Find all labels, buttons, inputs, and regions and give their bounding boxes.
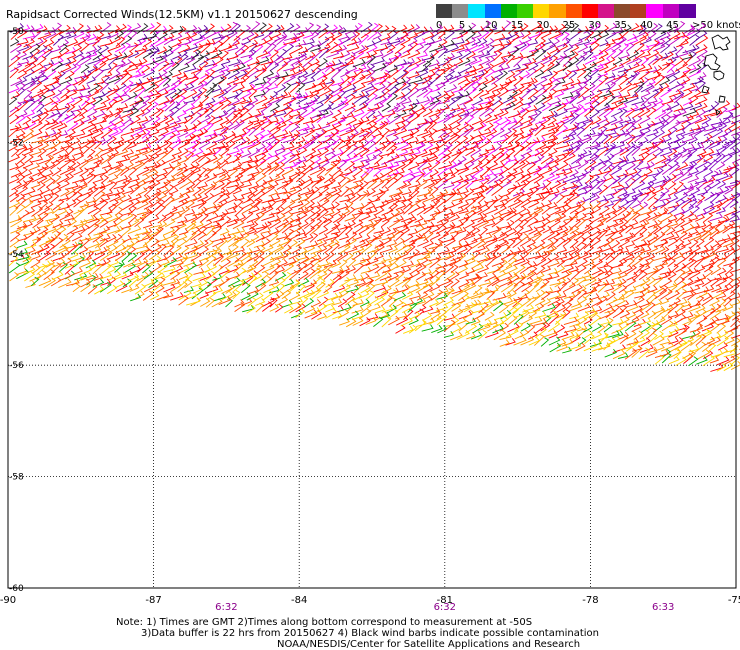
- legend-label: 30: [588, 20, 602, 31]
- wind-barb-group: [8, 199, 740, 370]
- legend-swatch: [484, 4, 502, 18]
- map-border: [7, 30, 737, 589]
- map-title: Rapidsact Corrected Winds(12.5KM) v1.1 2…: [6, 8, 358, 21]
- legend-swatch: [516, 4, 534, 18]
- lon-label: -75: [728, 595, 740, 606]
- lon-label: -81: [437, 595, 453, 606]
- lat-label: -54: [9, 250, 24, 260]
- legend-swatch: [662, 4, 680, 18]
- legend-swatch: [533, 4, 550, 18]
- lon-label: -87: [145, 595, 161, 606]
- coastline-segment: [711, 34, 731, 51]
- wind-barb-group: [10, 197, 740, 334]
- legend-swatch: [436, 4, 453, 18]
- legend-swatch: [565, 4, 583, 18]
- legend-swatch: [646, 4, 664, 18]
- axis-labels: -50 -52 -54 -56 -58 -60-90 -87 -84 -81 -78 -75 6:32…: [0, 27, 740, 613]
- legend-label: 0: [436, 20, 443, 31]
- wind-map: -50 -52 -54 -56 -58 -60-90 -87 -84 -81 -78 -75 6:32…: [0, 20, 740, 613]
- note-line-2: 3)Data buffer is 22 hrs from 20150627 4)…: [141, 628, 599, 639]
- wind-barb-group: [8, 125, 740, 294]
- legend-label: 35: [614, 20, 628, 31]
- wind-barb-group: [22, 128, 740, 282]
- wind-barb-group: [562, 111, 740, 223]
- coastline-segment: [703, 53, 721, 71]
- legend-label: 10: [484, 20, 498, 31]
- coastline-segment: [718, 95, 726, 103]
- coastline: [701, 34, 731, 116]
- wind-barb-group: [8, 22, 737, 191]
- legend-swatch: [678, 4, 696, 18]
- wind-barb-group: [8, 241, 740, 372]
- lat-label: -50: [9, 27, 24, 37]
- lon-label: -84: [291, 595, 307, 606]
- legend-swatch: [452, 4, 469, 18]
- wind-barbs: [8, 20, 740, 372]
- time-label: 6:32: [215, 602, 237, 613]
- lat-label: -60: [9, 584, 24, 594]
- wind-barb-group: [8, 21, 740, 372]
- legend-swatch: [549, 4, 566, 18]
- map-frame: [7, 30, 737, 589]
- legend-label: 15: [510, 20, 524, 31]
- lon-label: -90: [0, 595, 16, 606]
- legend-label: 5: [458, 20, 466, 31]
- legend-swatch: [581, 4, 599, 18]
- legend-label: 20: [536, 20, 550, 31]
- legend-swatch: [468, 4, 486, 18]
- coastline-segment: [713, 70, 725, 81]
- legend-swatch: [630, 4, 647, 18]
- lat-label: -58: [9, 473, 24, 483]
- legend-label: 45: [666, 20, 679, 31]
- legend-label: 40: [640, 20, 653, 31]
- legend-swatch: [597, 4, 615, 18]
- lat-label: -52: [9, 138, 24, 148]
- legend-swatch: [614, 4, 631, 18]
- legend-swatch: [500, 4, 518, 18]
- note-line-3: NOAA/NESDIS/Center for Satellite Applica…: [277, 639, 581, 650]
- lat-label: -56: [9, 361, 24, 371]
- coastline-segment: [701, 85, 710, 94]
- wind-barb-group: [8, 22, 702, 118]
- lon-label: -78: [582, 595, 598, 606]
- wind-barb-group: [24, 245, 740, 365]
- coastline-segment: [715, 109, 721, 116]
- time-label: 6:32: [434, 602, 456, 613]
- note-line-1: Note: 1) Times are GMT 2)Times along bot…: [116, 617, 533, 628]
- legend-label: >50 knots: [692, 20, 740, 31]
- time-label: 6:33: [652, 602, 674, 613]
